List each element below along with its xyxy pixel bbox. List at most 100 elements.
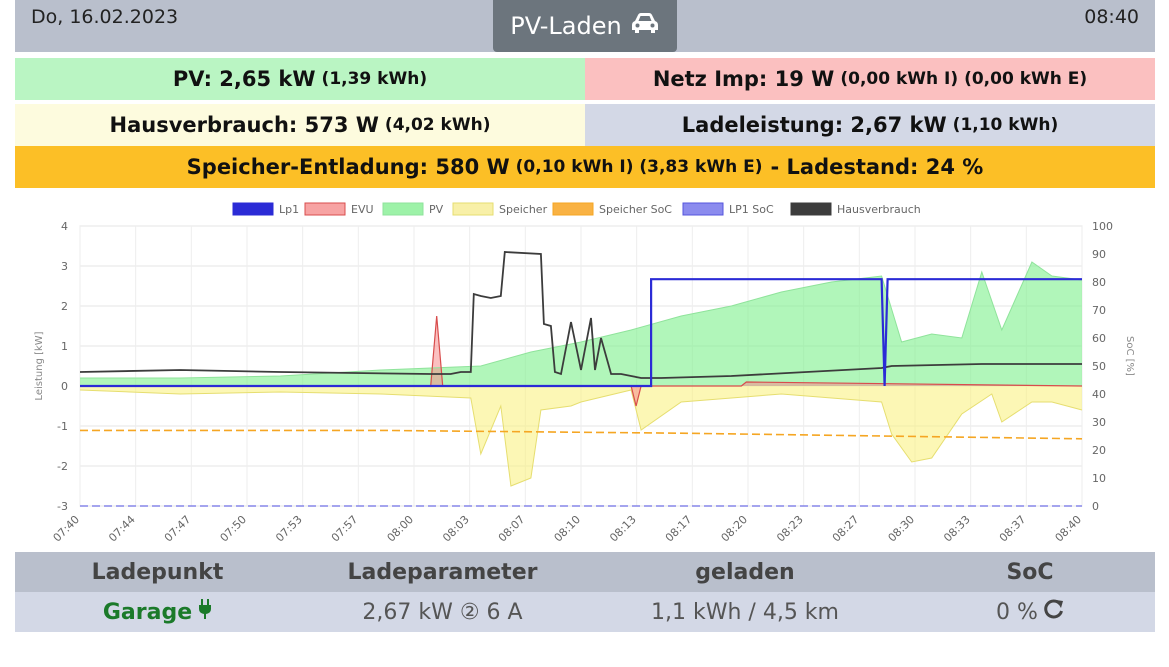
y2-tick-label: 70 <box>1092 304 1106 317</box>
x-tick-label: 08:33 <box>941 513 973 545</box>
y2-tick-label: 40 <box>1092 388 1106 401</box>
y2-tick-label: 10 <box>1092 472 1106 485</box>
x-tick-label: 07:57 <box>329 513 361 545</box>
power-chart: Lp1 EVU PV Speicher Speicher SoC LP1 SoC Hausv… <box>15 196 1155 546</box>
time-label: 08:40 <box>1084 6 1139 28</box>
ladepunkt-garage-button[interactable]: Garage <box>15 592 300 632</box>
y2-axis-label: SoC [%] <box>1124 336 1135 376</box>
x-tick-label: 08:20 <box>719 513 751 545</box>
legend-label-hausverbrauch: Hausverbrauch <box>837 203 921 216</box>
header-geladen: geladen <box>695 559 795 585</box>
series-line-hausverbrauch <box>79 251 1082 379</box>
top-bar: Do, 16.02.2023 PV-Laden 08:40 <box>15 0 1155 52</box>
legend-label-speicher: Speicher <box>499 203 548 216</box>
y2-tick-label: 50 <box>1092 360 1106 373</box>
y-tick-label: -2 <box>57 460 68 473</box>
legend-swatch-lp1 <box>232 202 274 216</box>
y-tick-label: 3 <box>61 260 68 273</box>
chart-lines <box>79 251 1083 507</box>
haus-label: Hausverbrauch: 573 W <box>109 113 379 137</box>
soc-cell: 0 % <box>905 592 1155 632</box>
chart-legend: Lp1 EVU PV Speicher Speicher SoC LP1 SoC Hausv… <box>232 202 921 216</box>
legend-label-speicher-soc: Speicher SoC <box>599 203 672 216</box>
x-tick-label: 08:30 <box>886 513 918 545</box>
pv-label: PV: 2,65 kW <box>172 67 316 91</box>
x-tick-label: 08:17 <box>663 513 695 545</box>
geladen-value: 1,1 kWh / 4,5 km <box>651 599 839 625</box>
y-tick-label: -1 <box>57 420 68 433</box>
ladepunkt-header: Ladepunkt Ladeparameter geladen SoC <box>15 552 1155 592</box>
speicher-detail: (0,10 kWh I) (3,83 kWh E) <box>515 157 763 177</box>
pv-cell: PV: 2,65 kW (1,39 kWh) <box>15 58 585 100</box>
ladepunkt-name: Garage <box>102 599 193 625</box>
header-ladeparameter: Ladeparameter <box>347 559 538 585</box>
header-soc: SoC <box>1006 559 1054 585</box>
series-line-speicher <box>79 389 1083 487</box>
x-tick-label: 08:37 <box>997 513 1029 545</box>
netz-cell: Netz Imp: 19 W (0,00 kWh I) (0,00 kWh E) <box>585 58 1155 100</box>
legend-swatch-lp1-soc <box>682 202 724 216</box>
series-line-pv <box>80 261 1083 379</box>
x-tick-label: 07:40 <box>51 513 83 545</box>
legend-swatch-speicher <box>452 202 494 216</box>
y2-tick-label: 20 <box>1092 444 1106 457</box>
header-ladepunkt: Ladepunkt <box>91 559 224 585</box>
speicher-cell: Speicher-Entladung: 580 W (0,10 kWh I) (… <box>15 146 1155 188</box>
x-tick-label: 08:27 <box>830 513 862 545</box>
legend-swatch-evu <box>304 202 346 216</box>
lade-energy: (1,10 kWh) <box>952 115 1059 135</box>
y2-tick-label: 90 <box>1092 248 1106 261</box>
series-area-speicher <box>80 386 1082 486</box>
mode-label: PV-Laden <box>510 12 622 40</box>
plug-icon <box>198 599 212 625</box>
x-tick-label: 07:53 <box>273 513 305 545</box>
x-tick-label: 08:07 <box>496 513 528 545</box>
x-tick-label: 08:03 <box>440 513 472 545</box>
speicher-suffix: - Ladestand: 24 % <box>770 155 984 179</box>
stats-row-1: PV: 2,65 kW (1,39 kWh) Netz Imp: 19 W (0… <box>15 58 1155 100</box>
y2-tick-label: 80 <box>1092 276 1106 289</box>
y-tick-label: 4 <box>61 220 68 233</box>
x-tick-label: 07:47 <box>162 513 194 545</box>
legend-label-pv: PV <box>429 203 444 216</box>
y-tick-label: 1 <box>61 340 68 353</box>
series-line-evu <box>80 315 1083 407</box>
y2-tick-label: 100 <box>1092 220 1113 233</box>
x-tick-label: 08:10 <box>552 513 584 545</box>
x-tick-label: 08:00 <box>385 513 417 545</box>
stats-row-3: Speicher-Entladung: 580 W (0,10 kWh I) (… <box>15 146 1155 188</box>
date-label: Do, 16.02.2023 <box>31 6 179 28</box>
refresh-icon[interactable] <box>1044 599 1064 625</box>
stats-row-2: Hausverbrauch: 573 W (4,02 kWh) Ladeleis… <box>15 104 1155 146</box>
speicher-label: Speicher-Entladung: 580 W <box>186 155 510 179</box>
lade-label: Ladeleistung: 2,67 kW <box>681 113 947 137</box>
legend-swatch-speicher-soc <box>552 202 594 216</box>
netz-detail: (0,00 kWh I) (0,00 kWh E) <box>840 69 1088 89</box>
legend-label-evu: EVU <box>351 203 374 216</box>
haus-energy: (4,02 kWh) <box>384 115 491 135</box>
x-tick-label: 08:40 <box>1053 513 1085 545</box>
haus-cell: Hausverbrauch: 573 W (4,02 kWh) <box>15 104 585 146</box>
ladepunkt-row: Garage 2,67 kW ② 6 A 1,1 kWh / 4,5 km 0 … <box>15 592 1155 632</box>
x-tick-label: 07:50 <box>218 513 250 545</box>
legend-label-lp1: Lp1 <box>279 203 299 216</box>
pv-energy: (1,39 kWh) <box>321 69 428 89</box>
legend-swatch-pv <box>382 202 424 216</box>
soc-value: 0 % <box>996 599 1038 625</box>
netz-label: Netz Imp: 19 W <box>652 67 835 91</box>
ladeparameter-value: 2,67 kW ② 6 A <box>362 599 523 625</box>
legend-label-lp1-soc: LP1 SoC <box>729 203 774 216</box>
y-axis-label: Leistung [kW] <box>34 331 45 400</box>
series-line-lp1 <box>80 278 1082 388</box>
series-line-speicher-soc <box>80 429 1083 440</box>
car-icon <box>630 12 660 40</box>
y2-tick-label: 30 <box>1092 416 1106 429</box>
legend-swatch-hausverbrauch <box>790 202 832 216</box>
lade-cell: Ladeleistung: 2,67 kW (1,10 kWh) <box>585 104 1155 146</box>
series-area-pv <box>80 262 1082 386</box>
y-tick-label: -3 <box>57 500 68 513</box>
mode-button[interactable]: PV-Laden <box>493 0 677 52</box>
y-tick-label: 0 <box>61 380 68 393</box>
y2-tick-label: 0 <box>1092 500 1099 513</box>
x-tick-label: 08:13 <box>607 513 639 545</box>
